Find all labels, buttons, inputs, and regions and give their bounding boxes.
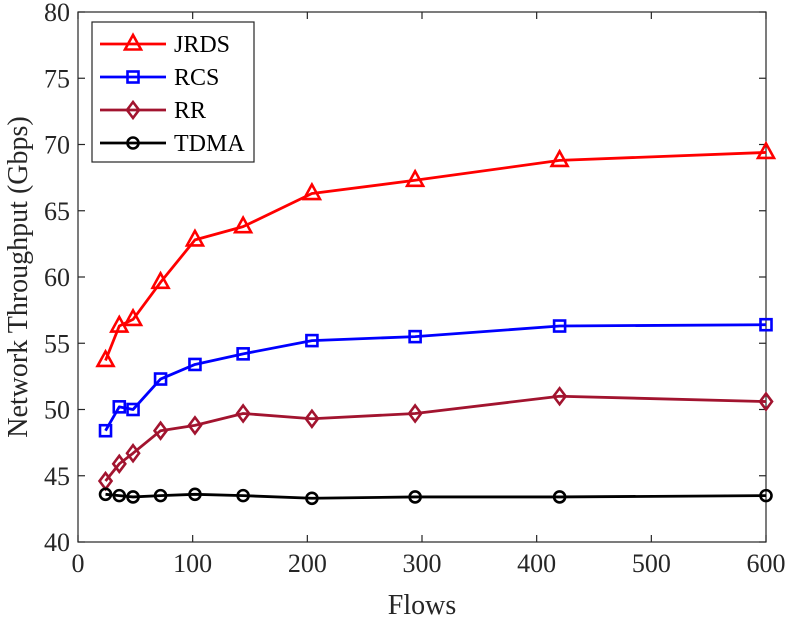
- data-point-rr: [304, 408, 320, 429]
- legend-label: TDMA: [174, 131, 245, 157]
- data-point-tdma: [98, 487, 113, 502]
- data-point-rr: [111, 453, 127, 474]
- data-point-jrds: [301, 181, 323, 201]
- x-tick-label: 500: [632, 549, 671, 578]
- legend-item-rr: RR: [100, 98, 206, 124]
- data-point-rr: [551, 386, 568, 407]
- data-point-rr: [407, 403, 423, 424]
- data-point-rr: [152, 420, 169, 441]
- data-point-jrds: [184, 228, 206, 247]
- series-rcs: [98, 317, 773, 438]
- data-series: [95, 140, 777, 506]
- legend-marker: [126, 70, 140, 84]
- data-point-rcs: [408, 329, 422, 344]
- data-point-jrds: [109, 314, 130, 333]
- y-tick-label: 70: [44, 131, 70, 160]
- data-point-jrds: [232, 214, 254, 234]
- data-point-jrds: [404, 168, 426, 188]
- legend-marker: [126, 136, 140, 150]
- x-axis-label: Flows: [388, 590, 456, 620]
- y-tick-label: 45: [44, 462, 70, 491]
- data-point-rcs: [552, 319, 567, 333]
- x-tick-label: 200: [288, 549, 327, 578]
- x-tick-label: 0: [72, 549, 85, 578]
- y-tick-label: 60: [44, 263, 70, 292]
- y-tick-label: 50: [44, 396, 70, 425]
- data-point-rcs: [126, 402, 140, 417]
- data-point-rcs: [112, 400, 127, 414]
- data-point-tdma: [126, 490, 140, 504]
- y-tick-label: 65: [44, 197, 70, 226]
- data-point-tdma: [408, 490, 422, 504]
- data-point-rcs: [188, 357, 202, 372]
- data-point-rr: [125, 443, 141, 464]
- data-point-tdma: [305, 491, 319, 506]
- legend-item-rcs: RCS: [100, 65, 219, 91]
- data-point-rcs: [759, 317, 773, 332]
- series-line-rcs: [104, 323, 767, 432]
- data-point-tdma: [236, 488, 250, 503]
- data-point-tdma: [188, 487, 202, 502]
- y-tick-label: 55: [44, 329, 70, 358]
- legend-marker: [122, 32, 144, 51]
- x-tick-label: 300: [403, 549, 442, 578]
- axis-ticks: 0 100 200 300 400 500 600 40 45 50 55 60 65 70 75 80: [44, 0, 786, 578]
- data-point-rr: [758, 391, 774, 412]
- legend-label: JRDS: [174, 32, 230, 58]
- y-tick-label: 80: [44, 0, 70, 27]
- legend: JRDS RCS RR TDMA: [91, 21, 255, 163]
- data-point-tdma: [112, 488, 127, 503]
- data-point-rr: [187, 415, 203, 436]
- legend-item-tdma: TDMA: [100, 131, 245, 157]
- x-tick-label: 600: [747, 549, 786, 578]
- series-line-tdma: [105, 492, 767, 500]
- legend-label: RR: [174, 98, 206, 124]
- y-tick-label: 40: [44, 528, 70, 557]
- legend-marker: [125, 99, 141, 121]
- series-tdma: [98, 487, 773, 506]
- series-jrds: [95, 140, 777, 368]
- data-point-jrds: [122, 307, 144, 327]
- series-line-rr: [104, 394, 767, 482]
- y-axis-label: Network Throughput (Gbps): [3, 116, 34, 437]
- data-point-rcs: [153, 372, 168, 386]
- data-point-jrds: [755, 140, 777, 160]
- legend-item-jrds: JRDS: [100, 32, 230, 58]
- legend-label: RCS: [174, 65, 219, 91]
- data-point-tdma: [759, 488, 773, 503]
- x-tick-label: 400: [517, 549, 556, 578]
- x-tick-label: 100: [173, 549, 212, 578]
- data-point-jrds: [95, 348, 116, 368]
- data-point-jrds: [150, 270, 171, 290]
- series-rr: [97, 386, 774, 492]
- data-point-rr: [235, 403, 251, 424]
- data-point-rcs: [305, 333, 319, 348]
- data-point-tdma: [552, 490, 567, 504]
- data-point-tdma: [153, 488, 168, 503]
- data-point-rcs: [98, 423, 113, 438]
- data-point-rcs: [236, 347, 250, 361]
- data-point-jrds: [549, 148, 570, 168]
- y-tick-label: 75: [44, 64, 70, 93]
